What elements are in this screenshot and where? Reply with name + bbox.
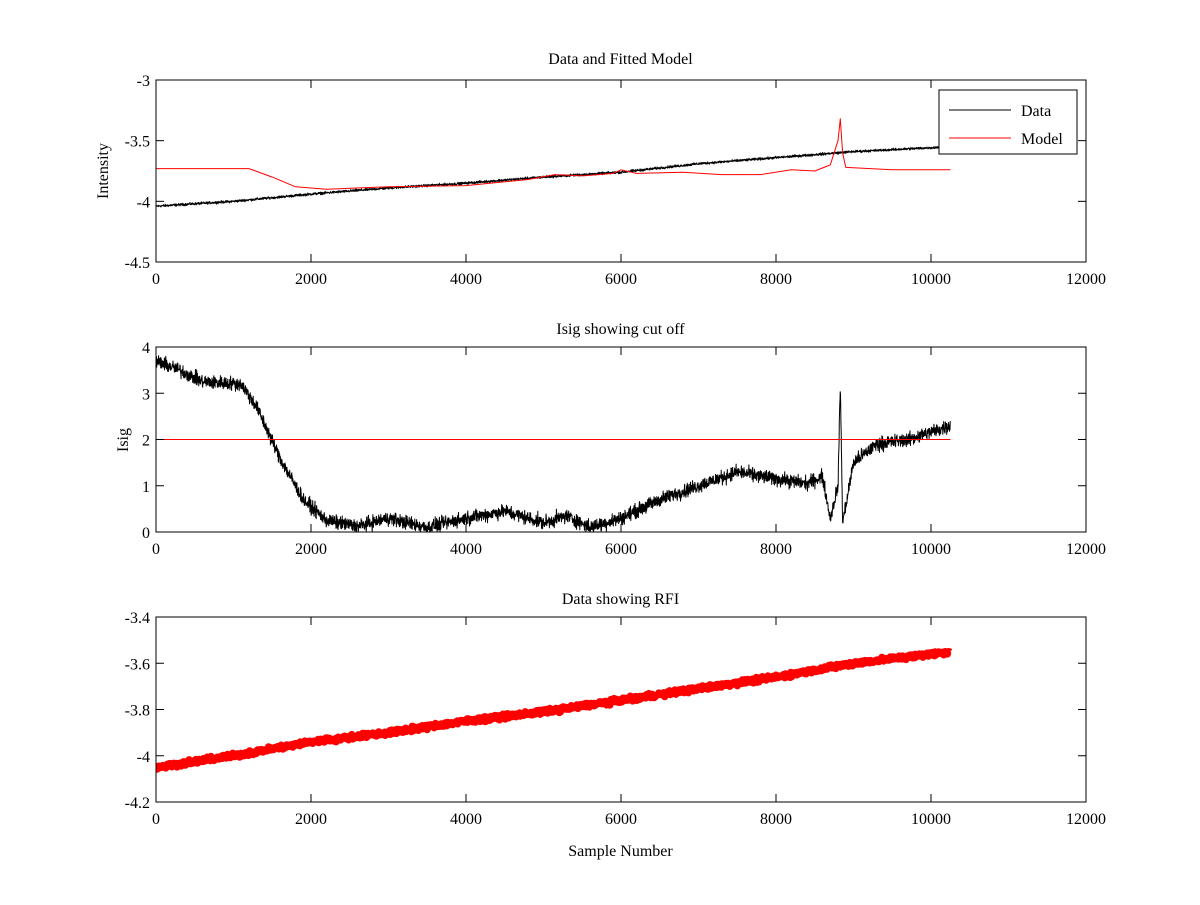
series-line-data: [156, 145, 951, 208]
plot-area: 0 2000 4000 6000 8000 10000 12000 -4.5 -4 -3.5 -3: [125, 73, 1106, 288]
plot-area: 0 2000 4000 6000 8000 10000 12000 0 1 2 3 4: [142, 340, 1106, 558]
y-tick-label: 1: [142, 479, 150, 496]
x-tick-label: 2000: [295, 271, 327, 288]
legend-box: [938, 89, 1078, 155]
x-tick-label: 12000: [1066, 541, 1106, 558]
panel-title: Isig showing cut off: [556, 321, 685, 338]
x-tick-label: 6000: [605, 811, 637, 828]
x-tick-label: 8000: [760, 811, 792, 828]
y-tick-label: 4: [142, 340, 150, 357]
y-tick-label: -3.8: [125, 703, 150, 720]
axes-frame: [155, 616, 1087, 803]
x-tick-label: 4000: [450, 811, 482, 828]
y-tick-label: -4: [137, 194, 150, 211]
y-tick-label: -4: [137, 749, 150, 766]
x-tick-label: 4000: [450, 271, 482, 288]
legend-label-model: Model: [1021, 131, 1063, 148]
x-tick-label: 8000: [760, 271, 792, 288]
y-tick-label: 2: [142, 433, 150, 450]
panel-isig-cut-off: Isig showing cut off Isig 0 2000 4000 6000 8…: [115, 321, 1106, 558]
x-tick-label: 12000: [1066, 271, 1106, 288]
series-line-isig: [156, 355, 951, 532]
x-tick-label: 0: [152, 811, 160, 828]
y-tick-label: -3.4: [125, 610, 150, 627]
y-tick-label: 0: [142, 525, 150, 542]
y-tick-label: 3: [142, 386, 150, 403]
plot-area: 0 2000 4000 6000 8000 10000 12000 -4.2 -4 -3.8 -3.…: [125, 610, 1106, 828]
y-tick-label: -4.5: [125, 255, 150, 272]
x-tick-label: 8000: [760, 541, 792, 558]
y-tick-label: -3.5: [125, 134, 150, 151]
x-tick-label: 4000: [450, 541, 482, 558]
x-tick-label: 2000: [295, 541, 327, 558]
x-tick-label: 10000: [911, 811, 951, 828]
panel-data-rfi: Data showing RFI Sample Number 0 2000 4000…: [125, 591, 1106, 860]
series-line-rfi: [156, 648, 954, 773]
panel-data-fitted-model: Data and Fitted Model Intensity 0 2000 400…: [95, 51, 1106, 288]
legend: Data Model: [938, 89, 1078, 155]
x-tick-label: 6000: [605, 541, 637, 558]
x-tick-label: 12000: [1066, 811, 1106, 828]
x-tick-label: 0: [152, 271, 160, 288]
x-tick-label: 10000: [911, 541, 951, 558]
series-line-model: [156, 118, 951, 190]
x-axis-label: Sample Number: [568, 843, 673, 860]
y-axis-label: Intensity: [95, 143, 112, 199]
y-tick-label: -3: [137, 73, 150, 90]
x-tick-label: 6000: [605, 271, 637, 288]
y-axis-label: Isig: [115, 428, 132, 452]
y-tick-label: -3.6: [125, 656, 150, 673]
legend-label-data: Data: [1021, 103, 1051, 120]
x-tick-label: 10000: [911, 271, 951, 288]
x-tick-label: 0: [152, 541, 160, 558]
panel-title: Data and Fitted Model: [548, 51, 693, 68]
panel-title: Data showing RFI: [562, 591, 679, 608]
x-tick-label: 2000: [295, 811, 327, 828]
y-tick-label: -4.2: [125, 795, 150, 812]
